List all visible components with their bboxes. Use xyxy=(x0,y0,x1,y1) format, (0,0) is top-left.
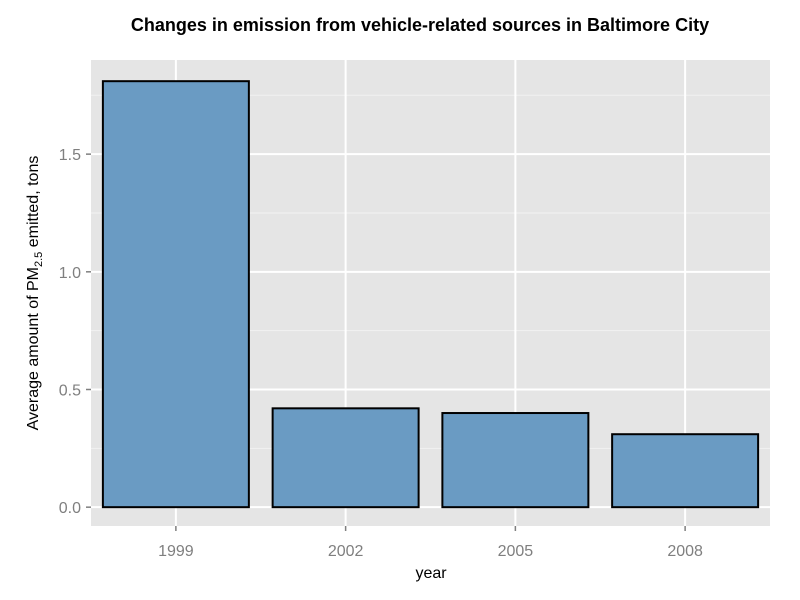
x-tick-label: 1999 xyxy=(158,543,194,560)
y-tick-label: 1.0 xyxy=(59,265,81,282)
chart-title: Changes in emission from vehicle-related… xyxy=(131,15,709,35)
x-tick-label: 2005 xyxy=(498,543,534,560)
y-axis-title: Average amount of PM2.5 emitted, tons xyxy=(25,156,45,431)
y-axis-title-subscript: 2.5 xyxy=(33,252,45,267)
x-axis-title: year xyxy=(415,565,447,582)
bar-2002 xyxy=(271,407,420,509)
x-tick-label: 2002 xyxy=(328,543,364,560)
y-tick-label: 0.0 xyxy=(59,500,81,517)
y-axis-title-suffix: emitted, tons xyxy=(25,156,42,252)
y-axis-title-prefix: Average amount of PM xyxy=(25,267,42,430)
x-tick-label: 2008 xyxy=(667,543,703,560)
bar-1999 xyxy=(101,80,250,509)
y-axis: 0.0 0.5 1.0 1.5 xyxy=(59,147,91,517)
bar-2008 xyxy=(611,433,760,509)
y-tick-label: 1.5 xyxy=(59,147,81,164)
x-axis: 1999 2002 2005 2008 xyxy=(158,526,703,560)
y-tick-label: 0.5 xyxy=(59,382,81,399)
bars xyxy=(101,80,760,509)
bar-2005 xyxy=(441,412,590,509)
